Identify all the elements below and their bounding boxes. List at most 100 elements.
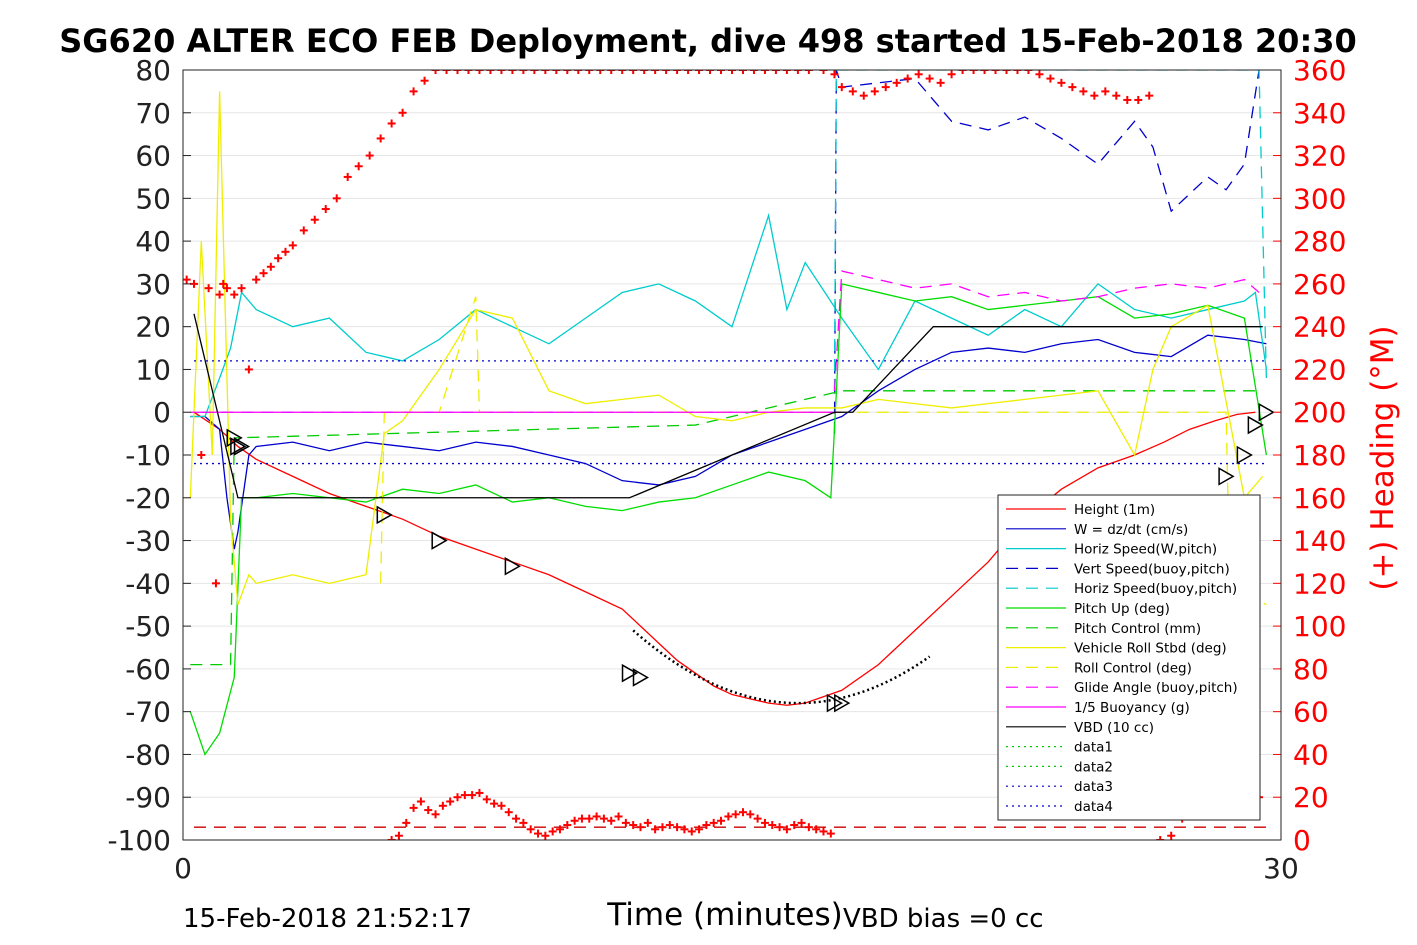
series-line-horiz-speed-buoy-pitch- xyxy=(833,70,1268,391)
y2-tick-label: 200 xyxy=(1293,396,1346,429)
legend-label: Pitch Up (deg) xyxy=(1074,601,1170,617)
deep-trace-dots xyxy=(632,629,931,705)
y-tick-label: -100 xyxy=(107,824,171,857)
heading-point xyxy=(577,814,586,823)
footer-timestamp: 15-Feb-2018 21:52:17 xyxy=(183,904,472,934)
triangle-marker xyxy=(376,505,393,525)
y-tick-label: 40 xyxy=(135,225,171,258)
heading-point xyxy=(230,290,239,299)
heading-point xyxy=(695,825,704,834)
y-tick-label: 30 xyxy=(135,268,171,301)
y2-tick-label: 300 xyxy=(1293,182,1346,215)
triangle-marker xyxy=(1247,415,1264,435)
heading-point xyxy=(687,827,696,836)
legend-label: Vert Speed(buoy,pitch) xyxy=(1074,561,1230,577)
heading-point xyxy=(541,831,550,840)
heading-point xyxy=(837,83,846,92)
legend-label: W = dz/dt (cm/s) xyxy=(1074,522,1188,538)
heading-point xyxy=(782,70,791,74)
legend-label: 1/5 Buoyancy (g) xyxy=(1074,700,1190,716)
heading-point xyxy=(673,70,682,74)
heading-point xyxy=(936,78,945,87)
series-line-vert-speed-buoy-pitch- xyxy=(833,70,1260,434)
heading-point xyxy=(464,70,473,74)
series-line-glide-angle-buoy-pitch- xyxy=(833,270,1260,391)
heading-point xyxy=(731,810,740,819)
y2-tick-label: 60 xyxy=(1293,696,1329,729)
y-tick-label: -70 xyxy=(125,696,171,729)
heading-point xyxy=(1167,831,1176,840)
heading-point xyxy=(438,801,447,810)
y-tick-label: -90 xyxy=(125,781,171,814)
heading-point xyxy=(508,70,517,74)
triangle-marker xyxy=(431,531,448,550)
x-tick-label: 0 xyxy=(174,852,192,885)
legend: Height (1m) W = dz/dt (cm/s) Horiz Speed(W… xyxy=(997,494,1261,821)
heading-point xyxy=(398,108,407,117)
heading-point xyxy=(717,70,726,74)
series-line-pitch-control-mm- xyxy=(190,390,1263,666)
legend-label: Vehicle Roll Stbd (deg) xyxy=(1074,641,1227,657)
heading-point xyxy=(640,70,649,74)
heading-point xyxy=(237,284,246,293)
heading-point xyxy=(1101,87,1110,96)
heading-point xyxy=(183,275,191,284)
heading-point xyxy=(460,791,469,800)
series-line-w-dz-dt-cm-s- xyxy=(190,334,1267,550)
triangle-marker xyxy=(230,437,247,456)
y2-tick-label: 0 xyxy=(1293,824,1311,857)
heading-point xyxy=(749,70,758,74)
heading-point xyxy=(416,797,425,806)
heading-point xyxy=(651,70,660,74)
triangle-marker xyxy=(504,556,521,576)
heading-point xyxy=(274,254,283,263)
footer-vbd-bias: VBD bias =0 cc xyxy=(843,904,1044,934)
heading-point xyxy=(775,823,784,832)
heading-point xyxy=(541,70,550,74)
y-tick-label: -50 xyxy=(125,610,171,643)
heading-point xyxy=(1068,83,1077,92)
legend-label: Height (1m) xyxy=(1074,502,1155,518)
heading-point xyxy=(614,812,623,821)
legend-label: Roll Control (deg) xyxy=(1074,660,1192,676)
heading-point xyxy=(402,818,411,827)
heading-point xyxy=(618,70,627,74)
heading-point xyxy=(826,829,835,838)
y2-tick-label: 260 xyxy=(1293,268,1346,301)
y2-tick-label: 160 xyxy=(1293,482,1346,515)
triangle-marker xyxy=(632,668,650,687)
heading-point xyxy=(812,825,821,834)
heading-point xyxy=(1002,70,1011,74)
heading-point xyxy=(343,172,352,181)
y-tick-label: 20 xyxy=(135,311,171,344)
heading-point xyxy=(621,818,630,827)
heading-point xyxy=(738,70,747,74)
heading-point xyxy=(1013,70,1022,74)
heading-point xyxy=(925,74,934,83)
heading-point xyxy=(552,70,561,74)
heading-point xyxy=(1134,95,1143,104)
heading-point xyxy=(555,825,564,834)
heading-point xyxy=(475,70,484,74)
heading-point xyxy=(643,818,652,827)
heading-point xyxy=(431,70,440,74)
y2-tick-label: 180 xyxy=(1293,439,1346,472)
heading-point xyxy=(409,803,418,812)
heading-point xyxy=(870,87,879,96)
y-tick-label: 10 xyxy=(135,353,171,386)
heading-point xyxy=(530,70,539,74)
heading-point xyxy=(387,836,396,840)
heading-point xyxy=(771,70,780,74)
y-tick-label: -10 xyxy=(125,439,171,472)
heading-point xyxy=(497,70,506,74)
heading-point xyxy=(453,70,462,74)
y-tick-label: -40 xyxy=(125,567,171,600)
heading-point xyxy=(1079,87,1088,96)
heading-point xyxy=(662,70,671,74)
heading-point xyxy=(592,812,601,821)
heading-point xyxy=(673,823,682,832)
heading-point xyxy=(760,818,769,827)
heading-point xyxy=(684,70,693,74)
heading-point xyxy=(497,801,506,810)
marker-layer xyxy=(183,70,1275,840)
